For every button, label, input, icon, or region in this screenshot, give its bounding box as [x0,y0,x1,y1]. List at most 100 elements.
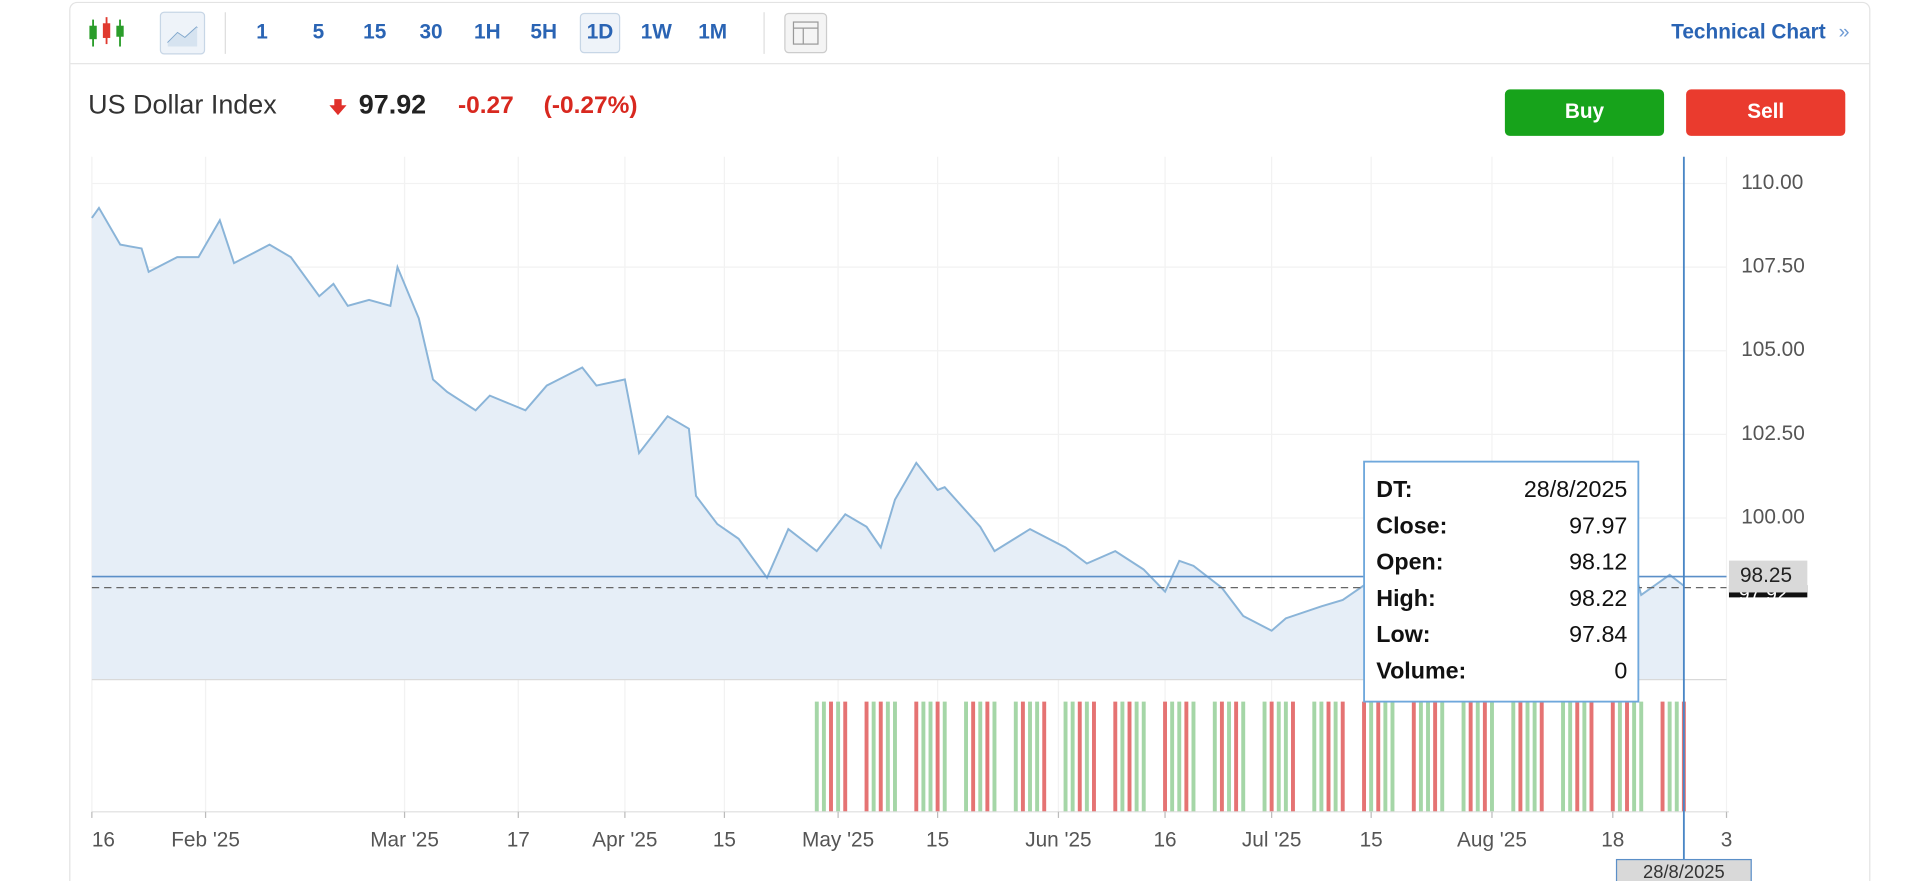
x-tick-label: Feb '25 [171,829,240,852]
layout-icon[interactable] [784,12,828,54]
volume-bar [1227,701,1231,812]
volume-bar [1518,701,1523,812]
volume-bar [1035,701,1040,812]
volume-bar [1582,701,1587,812]
area [91,207,1684,680]
volume-bar [1625,701,1629,812]
y-tick-label: 110.00 [1741,171,1803,194]
x-tick-label: 16 [92,829,115,852]
volume-bar [1390,701,1395,812]
volume-bar [1461,701,1466,812]
volume-bar [1639,701,1644,812]
buy-label[interactable]: Buy [1565,100,1605,123]
volume-bar [1092,701,1096,812]
x-tick-label: May '25 [802,829,874,852]
volume-bar [1475,701,1480,812]
interval-button[interactable]: 5H [530,21,557,44]
volume-bar [1440,701,1445,812]
volume-bar [893,701,897,812]
volume-bar [921,701,926,812]
volume-bar [1376,701,1381,812]
volume-bar [1319,701,1324,812]
volume-bar [935,701,940,812]
volume-bar [971,701,976,812]
volume-bar [1170,701,1175,812]
price-line [91,206,1685,632]
volume-bar [1163,701,1168,812]
tooltip-value: 28/8/2025 [1524,476,1627,502]
tooltip-label: DT: [1376,476,1412,502]
change-percent: (-0.27%) [544,92,638,119]
instrument-name: US Dollar Index [88,90,277,120]
interval-button[interactable]: 1 [256,21,268,44]
volume-bar [1568,701,1573,812]
volume-bar [1369,701,1374,812]
crosshair-date: 28/8/2025 [1643,861,1725,881]
y-tick-label: 102.50 [1741,422,1805,445]
tooltip-label: Open: [1376,549,1443,575]
volume-bar [864,701,869,812]
volume-bar [1219,701,1224,812]
volume-bar [1433,701,1438,812]
volume-bar [1291,701,1295,812]
y-tick-label: 105.00 [1741,338,1805,361]
volume-bar [821,701,826,812]
volume-bar [1020,701,1025,812]
volume-bar [1141,701,1146,812]
interval-button[interactable]: 1H [474,21,501,44]
volume-bar [1234,701,1239,812]
buy-button[interactable] [1504,89,1665,136]
interval-button[interactable]: 5 [313,21,325,44]
tooltip-label: Close: [1376,512,1447,538]
volume-bar [1426,701,1430,812]
tooltip-value: 0 [1614,657,1627,683]
change: -0.27 [458,92,514,119]
volume-bar [878,701,883,812]
x-tick-label: Jun '25 [1025,829,1091,852]
candle-icon[interactable] [89,17,124,47]
last-price-tag [1728,560,1808,593]
interval-button[interactable]: 1D [587,21,614,44]
volume-bar [1632,701,1637,812]
sell-label[interactable]: Sell [1747,100,1784,123]
volume-bar [885,701,890,812]
y-tick-label: 100.00 [1741,506,1805,529]
volume-bar [1134,701,1139,812]
interval-button[interactable]: 30 [419,21,442,44]
tooltip-label: High: [1376,585,1435,611]
interval-button[interactable]: 1W [641,21,673,44]
volume-bar [1660,701,1665,812]
volume-bar [1077,701,1082,812]
volume-bar [1241,701,1246,812]
volume-bar [964,701,969,812]
volume-bar [1561,701,1566,812]
x-tick-label: Apr '25 [592,829,657,852]
volume-bar [1511,701,1516,812]
volume-bar [1127,701,1132,812]
volume-bar [1177,701,1182,812]
line-icon[interactable] [159,11,206,55]
volume-bar [1667,701,1672,812]
x-tick-label: 15 [713,829,736,852]
volume-bar [843,701,848,812]
volume-bar [1589,701,1594,812]
volume-bar [1269,701,1274,812]
volume-bar [1490,701,1494,812]
volume-bar [978,701,983,812]
price: 97.92 [359,90,426,120]
sell-button[interactable] [1686,89,1846,136]
volume-bar [1063,701,1068,812]
interval-button[interactable]: 1M [698,21,727,44]
tooltip-value: 97.84 [1569,621,1627,647]
volume-bar [1383,701,1388,812]
tooltip-label: Low: [1376,621,1430,647]
volume-bar [1312,701,1317,812]
volume-bar [836,701,841,812]
interval-button[interactable]: 15 [363,21,386,44]
link-arrow[interactable]: » [1839,21,1850,43]
x-tick-label: 3 [1721,829,1733,852]
x-tick-label: 16 [1153,829,1176,852]
interval-selected[interactable] [579,12,621,54]
technical-chart-link[interactable]: Technical Chart [1671,21,1826,44]
